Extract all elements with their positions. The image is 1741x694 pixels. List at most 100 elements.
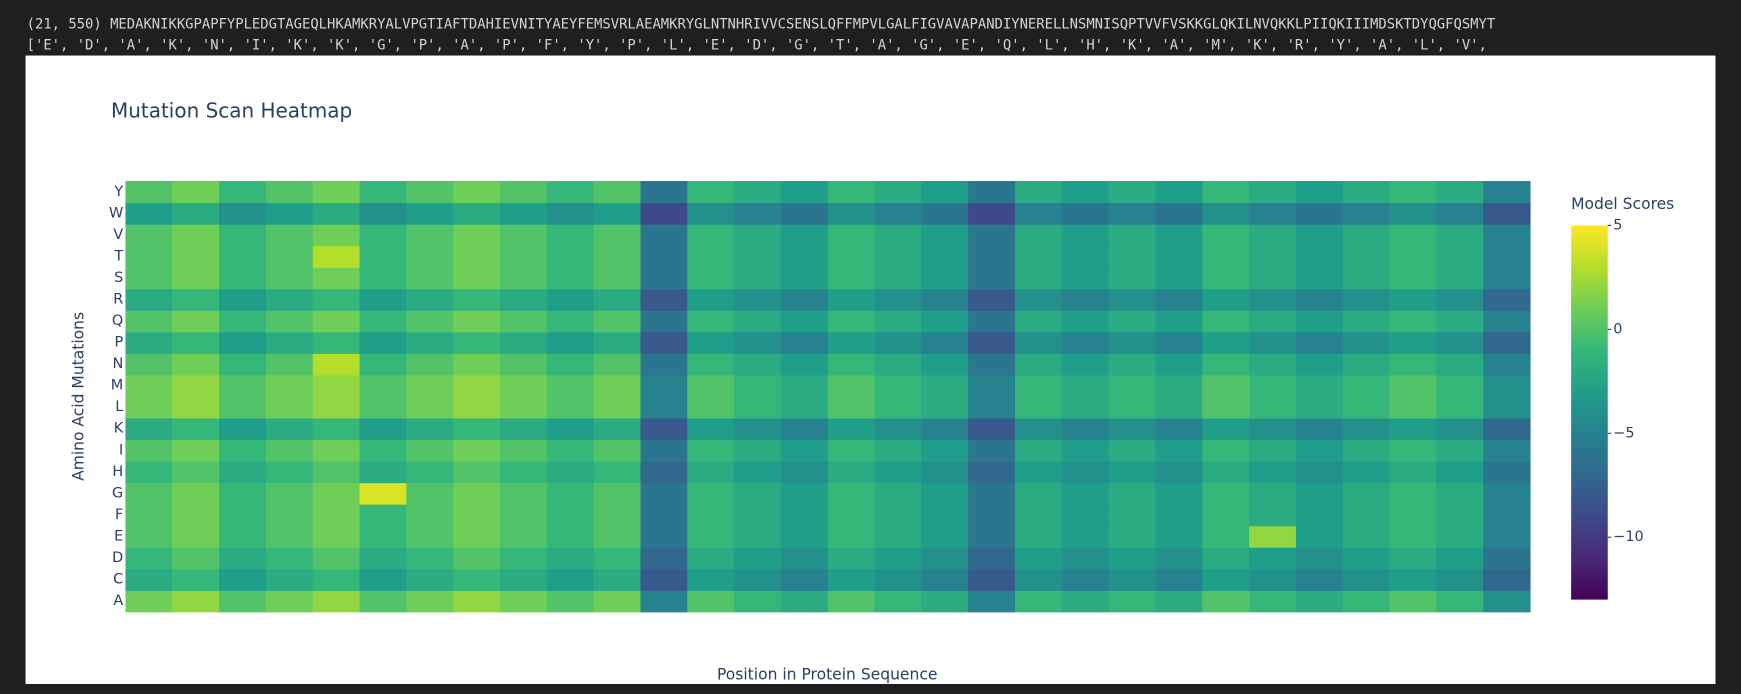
heatmap-cell [921, 568, 969, 591]
heatmap-cell [500, 181, 548, 204]
heatmap-cell [219, 374, 267, 397]
heatmap-cell [921, 374, 969, 397]
heatmap-cell [172, 525, 220, 548]
heatmap-cell [1389, 439, 1437, 462]
heatmap-cell [687, 331, 735, 354]
heatmap-cell [687, 525, 735, 548]
heatmap-cell [359, 590, 407, 613]
heatmap-cell [453, 374, 501, 397]
heatmap-cell [1155, 396, 1203, 419]
heatmap-cell [1342, 353, 1391, 376]
heatmap-cell [687, 224, 735, 247]
heatmap-cell [1155, 202, 1203, 225]
heatmap-cell [1295, 331, 1344, 354]
heatmap-cell [125, 288, 173, 311]
heatmap-cell [1061, 310, 1110, 333]
heatmap-cell [1202, 224, 1250, 247]
heatmap-cell [1295, 417, 1344, 441]
heatmap-cell [219, 525, 267, 548]
heatmap-cell [1342, 310, 1391, 333]
heatmap-cell [921, 482, 969, 505]
heatmap-cell [827, 461, 876, 484]
heatmap-cell [359, 525, 407, 548]
heatmap-cell [172, 353, 220, 376]
heatmap-cell [968, 202, 1016, 225]
heatmap-cell [265, 525, 314, 548]
heatmap-cell [172, 310, 220, 333]
heatmap-cell [1015, 590, 1063, 613]
heatmap-cell [546, 590, 595, 613]
heatmap-cell [312, 310, 361, 333]
heatmap-cell [1249, 525, 1297, 548]
heatmap-cell [921, 245, 969, 268]
heatmap-cell [1202, 547, 1250, 570]
heatmap-cell [265, 568, 314, 591]
heatmap-cell [827, 396, 876, 419]
heatmap-cell [687, 245, 735, 268]
y-tick-label: E [114, 528, 123, 544]
colorbar-title: Model Scores [1571, 195, 1674, 213]
heatmap-cell [219, 267, 267, 290]
heatmap-cell [500, 547, 548, 570]
heatmap-cell [453, 590, 501, 613]
heatmap-cell [406, 181, 454, 204]
heatmap-cell [1342, 374, 1391, 397]
heatmap-cell [406, 224, 454, 247]
heatmap-cell [312, 396, 361, 419]
heatmap-cell [406, 288, 454, 311]
heatmap-cell [1202, 353, 1250, 376]
heatmap-cell [687, 396, 735, 419]
heatmap-cell [1108, 547, 1157, 570]
heatmap-cell [1436, 568, 1484, 591]
heatmap-cell [921, 181, 969, 204]
heatmap-cell [1015, 245, 1063, 268]
heatmap-cell [1202, 525, 1250, 548]
heatmap-cell [546, 461, 595, 484]
heatmap-cell [1155, 568, 1203, 591]
heatmap-cell [1155, 310, 1203, 333]
heatmap-cell [1483, 267, 1531, 290]
heatmap-cell [640, 288, 688, 311]
heatmap-cell [546, 202, 595, 225]
heatmap-cell [359, 331, 407, 354]
heatmap-cell [546, 245, 595, 268]
heatmap-cell [265, 267, 314, 290]
heatmap-cell [406, 461, 454, 484]
heatmap-cell [734, 331, 782, 354]
heatmap-cell [1389, 288, 1437, 311]
heatmap-cell [687, 310, 735, 333]
heatmap-cell [640, 525, 688, 548]
heatmap-cell [1249, 202, 1297, 225]
heatmap-cell [593, 396, 642, 419]
heatmap-cell [593, 202, 642, 225]
colorbar-tick-label: −10 [1613, 529, 1643, 545]
heatmap-cell [500, 353, 548, 376]
heatmap-cell [1342, 439, 1391, 462]
heatmap-cell [1061, 547, 1110, 570]
heatmap-cell [1295, 267, 1344, 290]
heatmap-cell [406, 353, 454, 376]
heatmap-cell [172, 181, 220, 204]
heatmap-cell [265, 310, 314, 333]
heatmap-cell [1061, 525, 1110, 548]
heatmap-cell [827, 181, 876, 204]
heatmap-cell [1483, 288, 1531, 311]
heatmap-cell [640, 267, 688, 290]
heatmap-cell [546, 267, 595, 290]
heatmap-cell [593, 417, 642, 441]
heatmap-cell [1295, 504, 1344, 527]
heatmap-cell [359, 310, 407, 333]
heatmap-cell [921, 504, 969, 527]
heatmap-cell [1389, 202, 1437, 225]
heatmap-cell [734, 439, 782, 462]
heatmap-cell [1108, 417, 1157, 441]
heatmap-cell [1015, 482, 1063, 505]
heatmap-cell [1295, 374, 1344, 397]
heatmap-cell [453, 353, 501, 376]
heatmap-cell [1061, 461, 1110, 484]
heatmap-cell [1436, 461, 1484, 484]
heatmap-cell [1155, 439, 1203, 462]
heatmap-cell [780, 525, 829, 548]
heatmap-cell [640, 504, 688, 527]
